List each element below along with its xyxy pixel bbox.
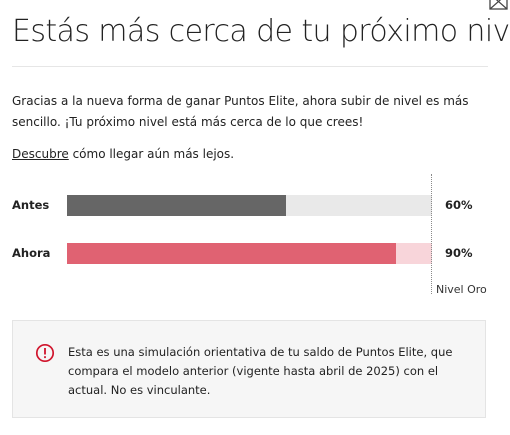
close-icon <box>489 0 508 10</box>
percent-ahora: 90% <box>445 246 473 260</box>
progress-fill-antes <box>67 195 286 216</box>
row-label-antes: Antes <box>12 198 50 212</box>
disclaimer-notice: Esta es una simulación orientativa de tu… <box>12 320 486 418</box>
row-label-ahora: Ahora <box>12 246 51 260</box>
progress-track-ahora <box>67 243 432 264</box>
close-button[interactable] <box>488 0 510 12</box>
discover-text: cómo llegar aún más lejos. <box>68 147 235 161</box>
discover-line: Descubre cómo llegar aún más lejos. <box>12 146 234 162</box>
progress-fill-ahora <box>67 243 396 264</box>
percent-antes: 60% <box>445 198 473 212</box>
page-title: Estás más cerca de tu próximo nivel <box>12 14 510 49</box>
target-level-label: Nivel Oro <box>436 283 487 296</box>
intro-text: Gracias a la nueva forma de ganar Puntos… <box>12 94 469 129</box>
progress-track-antes <box>67 195 432 216</box>
title-divider <box>12 66 488 67</box>
info-circle-icon <box>35 343 55 363</box>
target-level-marker <box>431 174 432 294</box>
disclaimer-text: Esta es una simulación orientativa de tu… <box>68 345 453 397</box>
discover-link[interactable]: Descubre <box>12 147 69 161</box>
